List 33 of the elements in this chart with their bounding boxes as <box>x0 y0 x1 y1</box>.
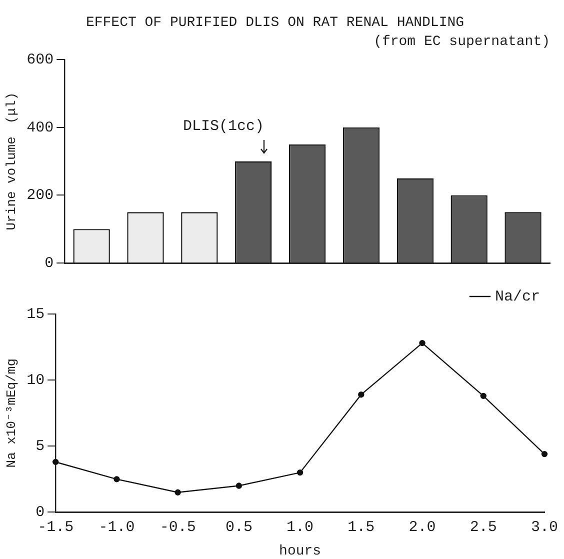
legend-label: Na/cr <box>494 288 540 306</box>
point <box>236 482 242 489</box>
y-tick-label: 0 <box>44 254 54 272</box>
y-tick-label: 600 <box>26 52 54 69</box>
y-tick-label: 10 <box>26 372 45 390</box>
chart-title: EFFECT OF PURIFIED DLIS ON RAT RENAL HANDLING <box>86 15 464 32</box>
point <box>296 469 304 476</box>
x-tick-label: 3.0 <box>530 519 558 536</box>
x-tick-label: 2.5 <box>470 519 497 536</box>
point <box>114 476 120 482</box>
x-tick-label: 1.5 <box>348 519 375 536</box>
chart-subtitle: (from EC supernatant) <box>374 34 550 50</box>
y-axis-title: Na x10⁻³mEq/mg <box>4 358 20 468</box>
y-tick-label: 5 <box>36 438 45 456</box>
y-tick-label: 0 <box>36 504 45 522</box>
y-axis-title: Urine volume (μl) <box>4 92 20 230</box>
x-axis-title: hours <box>279 543 322 559</box>
point <box>419 340 426 346</box>
point <box>541 450 548 458</box>
x-tick-label: 0.5 <box>225 519 252 536</box>
x-tick-label: -1.5 <box>38 519 74 536</box>
point <box>358 392 364 398</box>
y-tick-label: 400 <box>26 119 54 136</box>
y-tick-label: 200 <box>26 187 54 204</box>
x-tick-label: -1.0 <box>98 519 135 536</box>
y-tick-label: 15 <box>26 306 45 323</box>
point <box>52 458 59 466</box>
x-tick-label: -0.5 <box>160 519 196 536</box>
point <box>174 489 181 496</box>
annotation: DLIS(1cc) <box>183 118 264 135</box>
point <box>480 392 486 400</box>
x-tick-label: 1.0 <box>286 519 314 536</box>
x-tick-label: 2.0 <box>408 519 436 536</box>
